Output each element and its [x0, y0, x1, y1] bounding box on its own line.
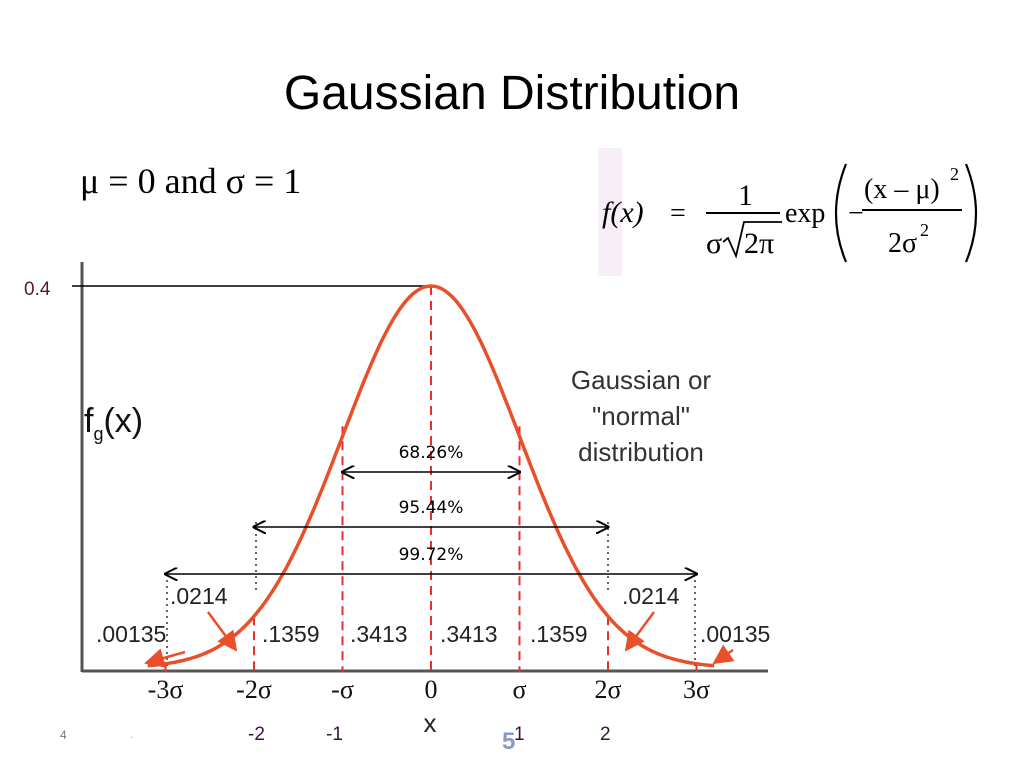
bottom-number-2: 2 — [600, 724, 611, 745]
caption-line-2: "normal" — [592, 401, 690, 431]
y-tick-label: 0.4 — [24, 279, 51, 300]
parameters-text: μ = 0 and σ = 1 — [80, 161, 302, 201]
formula-right-paren — [964, 163, 978, 263]
bottom-number-neg2: -2 — [248, 724, 265, 745]
area-label-0-1: .3413 — [440, 621, 498, 647]
area-label-left-2sigma: .0214 — [170, 583, 228, 609]
formula-root-sign — [722, 221, 782, 259]
bottom-number-1: 1 — [514, 724, 525, 745]
caption-line-1: Gaussian or — [571, 365, 712, 395]
y-axis-label: fg(x) — [84, 402, 143, 444]
range-label-0: 68.26% — [399, 443, 464, 463]
page-dot: . — [130, 730, 133, 741]
x-tick-label-6: 3σ — [683, 675, 710, 704]
range-label-2: 99.72% — [399, 545, 464, 565]
formula-left-paren — [834, 163, 848, 263]
formula-exp: exp — [785, 198, 825, 229]
pointer-arrow-left-2sigma — [206, 611, 238, 652]
area-label-1-2: .1359 — [530, 621, 588, 647]
formula-inner-denominator-power: 2 — [920, 220, 929, 240]
formula-minus: − — [848, 198, 864, 229]
area-label-neg1-0: .3413 — [350, 621, 408, 647]
y-axis-label-main: f — [84, 402, 94, 440]
gaussian-graph: fg(x) Gaussian or "normal" distribution … — [72, 262, 770, 738]
slide-title: Gaussian Distribution — [283, 67, 741, 120]
gaussian-formula: f(x) = 1 σ 2π exp − (x – μ) 2 2σ 2 — [602, 163, 978, 263]
x-axis-label: x — [424, 708, 437, 738]
formula-highlight — [598, 148, 622, 276]
x-tick-label-1: -2σ — [236, 675, 272, 704]
gaussian-curve — [147, 284, 715, 668]
x-tick-label-4: σ — [512, 675, 526, 704]
formula-numerator: 1 — [738, 179, 753, 212]
caption-line-3: distribution — [578, 437, 704, 467]
pointer-arrow-right-tail — [712, 644, 735, 665]
range-label-1: 95.44% — [399, 498, 464, 518]
area-label-right-tail: .00135 — [700, 621, 770, 647]
formula-inner-numerator-power: 2 — [950, 164, 959, 184]
page-number: 4 — [60, 728, 67, 742]
area-label-right-2sigma: .0214 — [622, 583, 680, 609]
x-tick-label-2: -σ — [331, 675, 354, 704]
pointer-arrow-left-tail — [144, 648, 186, 668]
bottom-number-neg1: -1 — [326, 724, 343, 745]
formula-equals: = — [670, 198, 686, 229]
x-tick-label-5: 2σ — [594, 675, 621, 704]
formula-lhs: f(x) — [602, 196, 644, 229]
pointer-arrow-right-2sigma — [624, 611, 656, 652]
formula-denominator-sigma: σ — [706, 227, 722, 260]
area-label-left-tail: .00135 — [96, 621, 166, 647]
slide-number: 5 — [502, 728, 516, 755]
formula-inner-numerator: (x – μ) — [864, 174, 940, 205]
formula-denominator-root: 2π — [744, 227, 774, 260]
x-tick-label-3: 0 — [425, 675, 438, 704]
formula-inner-denominator: 2σ — [888, 228, 917, 259]
x-tick-label-0: -3σ — [148, 675, 184, 704]
y-axis-label-subscript: g — [93, 424, 103, 444]
area-label-neg2-neg1: .1359 — [262, 621, 320, 647]
y-axis-label-tail: (x) — [103, 402, 143, 440]
